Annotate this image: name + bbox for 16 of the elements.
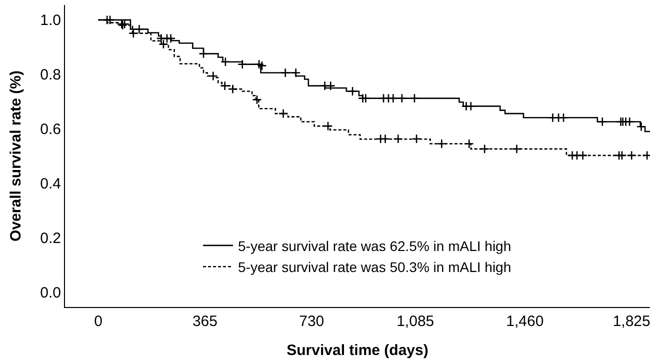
x-tick-label: 365 [192,313,218,330]
y-tick-label: 0.8 [40,66,61,84]
y-tick-label: 0.4 [40,175,61,192]
y-tick-label: 1.0 [40,12,61,30]
x-tick-label: 1,085 [396,313,434,330]
legend-label: 5-year survival rate was 50.3% in mALI high [238,259,512,276]
x-tick-label: 1,460 [506,313,544,330]
y-tick-label: 0.6 [40,121,61,138]
x-tick-label: 730 [299,313,324,330]
y-tick-label: 0.2 [40,230,61,247]
x-axis-title: Survival time (days) [286,342,428,359]
y-tick-label: 0.0 [40,284,61,302]
x-tick-label: 1,825 [612,313,650,330]
legend-label: 5-year survival rate was 62.5% in mALI high [238,238,512,254]
y-axis-title: Overall survival rate (%) [7,70,24,242]
x-tick-label: 0 [94,313,102,330]
